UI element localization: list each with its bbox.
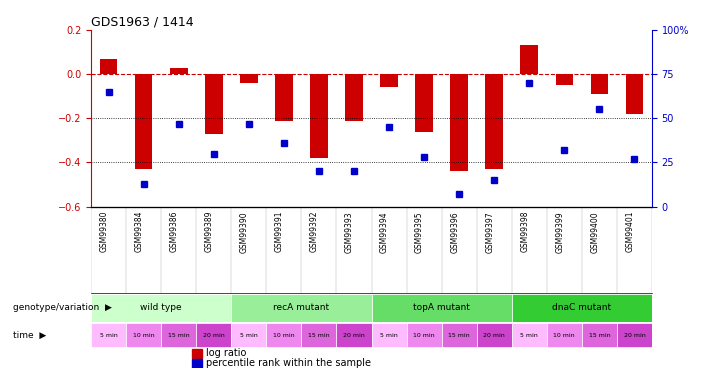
Bar — [231, 294, 372, 322]
Text: 5 min: 5 min — [520, 333, 538, 338]
Text: GSM99400: GSM99400 — [590, 211, 599, 252]
Text: time  ▶: time ▶ — [13, 331, 46, 340]
Text: 15 min: 15 min — [449, 333, 470, 338]
Bar — [240, 74, 258, 83]
Text: GSM99386: GSM99386 — [170, 211, 179, 252]
Text: 15 min: 15 min — [308, 333, 329, 338]
Text: 5 min: 5 min — [380, 333, 398, 338]
Bar — [582, 323, 617, 347]
Bar — [336, 323, 372, 347]
Text: recA mutant: recA mutant — [273, 303, 329, 312]
Text: GSM99398: GSM99398 — [520, 211, 529, 252]
Text: 5 min: 5 min — [100, 333, 118, 338]
Text: GSM99392: GSM99392 — [310, 211, 319, 252]
Bar — [591, 74, 608, 94]
Bar — [617, 323, 652, 347]
Bar — [372, 294, 512, 322]
Bar — [451, 74, 468, 171]
Bar — [442, 323, 477, 347]
Text: 10 min: 10 min — [554, 333, 575, 338]
Bar — [192, 349, 202, 358]
Text: 10 min: 10 min — [273, 333, 294, 338]
Bar — [205, 74, 223, 134]
Text: GSM99380: GSM99380 — [100, 211, 109, 252]
Bar — [407, 323, 442, 347]
Text: 20 min: 20 min — [203, 333, 225, 338]
Text: GSM99397: GSM99397 — [485, 211, 494, 252]
Bar — [486, 74, 503, 169]
Text: log ratio: log ratio — [206, 348, 247, 358]
Text: 5 min: 5 min — [240, 333, 258, 338]
Text: genotype/variation  ▶: genotype/variation ▶ — [13, 303, 111, 312]
Bar — [266, 323, 301, 347]
Text: GSM99396: GSM99396 — [450, 211, 459, 252]
Bar — [161, 323, 196, 347]
Text: 15 min: 15 min — [589, 333, 610, 338]
Bar — [346, 74, 363, 120]
Bar — [626, 74, 644, 114]
Bar — [311, 74, 328, 158]
Text: 20 min: 20 min — [343, 333, 365, 338]
Bar — [556, 74, 573, 85]
Bar — [512, 294, 652, 322]
Text: GSM99401: GSM99401 — [625, 211, 634, 252]
Text: GSM99399: GSM99399 — [555, 211, 564, 252]
Bar — [381, 74, 398, 87]
Text: 20 min: 20 min — [623, 333, 646, 338]
Bar — [416, 74, 433, 132]
Text: topA mutant: topA mutant — [413, 303, 470, 312]
Text: dnaC mutant: dnaC mutant — [552, 303, 611, 312]
Bar — [100, 59, 118, 74]
Bar — [547, 323, 582, 347]
Bar — [196, 323, 231, 347]
Text: GSM99390: GSM99390 — [240, 211, 249, 252]
Text: percentile rank within the sample: percentile rank within the sample — [206, 358, 371, 368]
Text: GSM99394: GSM99394 — [380, 211, 389, 252]
Bar — [521, 45, 538, 74]
Bar — [477, 323, 512, 347]
Bar — [275, 74, 293, 120]
Bar — [170, 68, 188, 74]
Text: 15 min: 15 min — [168, 333, 189, 338]
Bar — [126, 323, 161, 347]
Text: GSM99384: GSM99384 — [135, 211, 144, 252]
Bar — [192, 358, 202, 368]
Text: GSM99391: GSM99391 — [275, 211, 284, 252]
Text: GDS1963 / 1414: GDS1963 / 1414 — [91, 16, 193, 29]
Bar — [135, 74, 153, 169]
Text: 10 min: 10 min — [133, 333, 154, 338]
Text: wild type: wild type — [140, 303, 182, 312]
Bar — [301, 323, 336, 347]
Bar — [91, 294, 231, 322]
Bar — [512, 323, 547, 347]
Text: GSM99389: GSM99389 — [205, 211, 214, 252]
Text: 20 min: 20 min — [483, 333, 505, 338]
Bar — [231, 323, 266, 347]
Text: 10 min: 10 min — [414, 333, 435, 338]
Bar — [372, 323, 407, 347]
Bar — [91, 323, 126, 347]
Text: GSM99395: GSM99395 — [415, 211, 424, 252]
Text: GSM99393: GSM99393 — [345, 211, 354, 252]
